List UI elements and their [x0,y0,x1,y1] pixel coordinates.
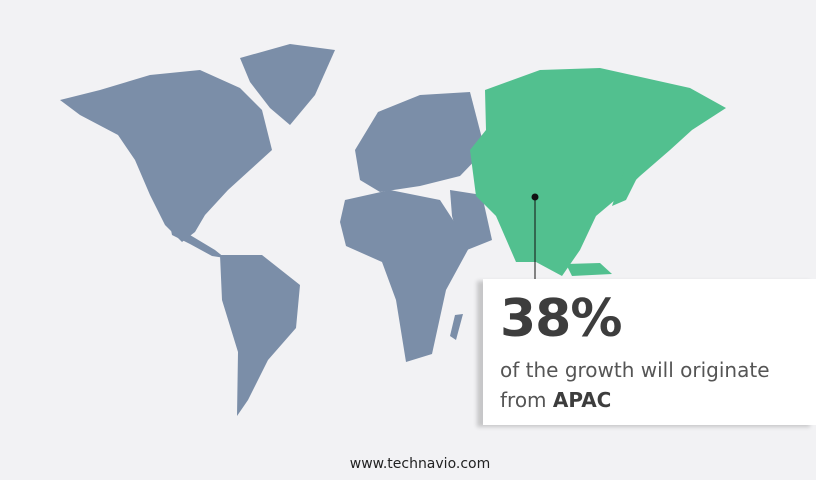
callout-description: of the growth will originate from APAC [500,355,770,415]
europe [355,92,485,192]
central-america [170,225,225,258]
madagascar [450,314,463,340]
callout-card: 38% of the growth will originate from AP… [483,279,816,425]
japan [612,165,641,206]
asia [470,68,726,276]
pointer-dot [531,193,539,201]
growth-percentage: 38% [500,289,622,349]
south-america [220,255,300,416]
middle-east [450,190,492,252]
other-regions [60,44,492,416]
from-label: from [500,388,547,412]
indonesia [566,263,612,276]
apac-region [470,68,726,276]
region-name: APAC [552,388,612,412]
callout-region-line: from APAC [500,385,770,415]
africa [340,190,470,362]
north-america [60,70,272,242]
greenland [240,44,335,125]
callout-text: of the growth will originate [500,358,770,382]
footer-website: www.technavio.com [349,456,491,472]
